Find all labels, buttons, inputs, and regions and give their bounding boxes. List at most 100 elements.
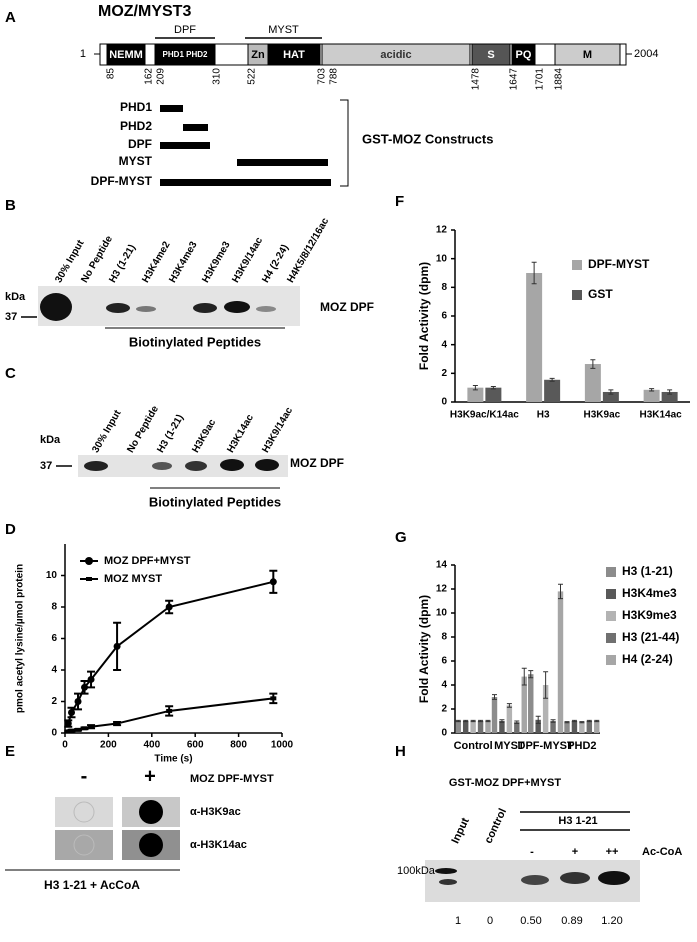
residue-number: 703 [317,68,328,85]
legend-marker [86,577,92,581]
band [106,303,130,313]
bracket-label: MYST [268,24,299,36]
bar [521,676,527,733]
band [256,306,276,312]
acoa-level: ++ [606,846,619,858]
band-label: MOZ DPF [320,300,374,314]
bar [485,387,502,402]
band [220,459,244,471]
point [81,726,88,731]
lane-label: H3 (1-21) [155,413,186,455]
x-tick-label: 600 [187,740,204,751]
quantification: 1 [455,915,461,927]
residue-number: 85 [106,68,117,80]
bar [528,674,534,733]
x-tick-label: H3K14ac [639,410,682,421]
point [269,578,277,586]
panel-letter: E [5,743,15,760]
lane-label: Input [449,816,471,846]
y-tick-label: 0 [441,728,447,739]
error-bar [521,667,527,686]
band [521,875,549,885]
bar [506,705,513,733]
error-bar [594,719,600,723]
band [40,293,72,321]
dot [139,833,163,857]
protein-label: MOZ DPF-MYST [190,773,274,785]
marker-label: 37 [5,311,17,323]
error-bar [463,719,469,723]
domain-label: HAT [283,49,305,61]
construct-bar [160,105,183,112]
bar [467,387,484,402]
bar [491,697,498,733]
minus-label: - [81,765,88,787]
error-bar [531,261,537,285]
band [84,461,108,471]
blot-title: GST-MOZ DPF+MYST [449,777,561,789]
error-bar [608,389,614,395]
lane-label: H4K5/8/12/16ac [285,216,331,285]
lane-label: 30% Input [90,408,123,455]
x-tick-label: H3 [537,410,550,421]
domain [321,43,471,66]
band-label: MOZ DPF [290,456,344,470]
legend-label: H3 (1-21) [622,564,673,578]
y-tick-label: 8 [441,282,447,293]
band [598,871,630,885]
point [75,727,82,732]
residue-number: 310 [212,68,223,85]
bar [564,722,570,733]
error-bar [586,719,592,723]
construct-bar [237,159,328,166]
y-tick-label: 10 [46,570,58,581]
construct-label: PHD1 [120,100,152,114]
legend-swatch [606,567,616,577]
residue-number: 162 [144,68,155,85]
bar [526,273,543,402]
error-bar [528,670,534,679]
x-tick-label: 0 [62,740,68,751]
legend-swatch [572,260,582,270]
bar [470,721,476,733]
domain [106,43,146,66]
y-tick-label: 4 [51,665,57,676]
construct-label: PHD2 [120,119,152,133]
bar [462,721,469,733]
x-tick-label: 800 [230,740,247,751]
bar [544,379,561,402]
band [193,303,217,313]
y-axis-label: Fold Activity (dpm) [417,595,431,703]
domain-label: S [487,49,494,61]
x-tick-label: 1000 [271,740,294,751]
error-bar [535,715,541,724]
bar [584,364,601,402]
error-bar [550,719,556,723]
y-tick-label: 12 [436,225,448,236]
point [81,683,89,691]
legend-label: H4 (2-24) [622,652,673,666]
x-tick-label: H3K9ac/K14ac [450,410,519,421]
point [87,675,95,683]
y-axis-label: pmol acetyl lysine/µmol protein [15,564,26,713]
construct-label: MYST [119,154,153,168]
lane-label: control [482,807,509,846]
lane-label: H3K14ac [225,412,256,454]
domain-label: PHD1 PHD2 [163,50,208,59]
lane-label: H3K9me3 [200,239,233,284]
error-bar [579,721,585,724]
point [165,603,173,611]
lane-label: H3K9ac [190,417,218,455]
error-bar [649,388,655,392]
point [68,709,76,717]
bar [514,722,520,733]
point [74,698,82,705]
y-tick-label: 8 [441,632,447,643]
end-residue: 2004 [634,48,658,60]
domain [554,43,621,66]
y-tick-label: 2 [51,696,57,707]
legend-swatch [606,633,616,643]
x-tick-label: H3K9ac [584,410,621,421]
band [435,868,457,874]
